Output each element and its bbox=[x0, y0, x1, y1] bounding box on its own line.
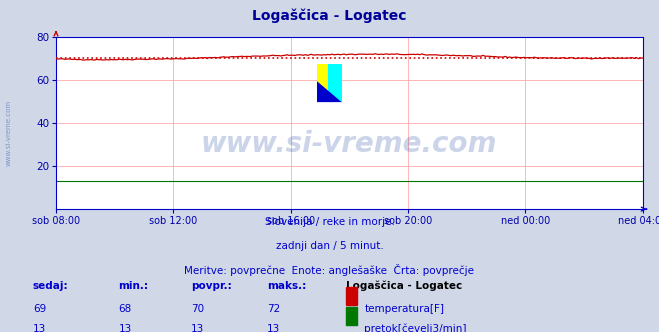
Text: Logaščica - Logatec: Logaščica - Logatec bbox=[346, 281, 462, 291]
Text: 13: 13 bbox=[119, 324, 132, 332]
Text: Logaščica - Logatec: Logaščica - Logatec bbox=[252, 8, 407, 23]
Text: sedaj:: sedaj: bbox=[33, 281, 69, 290]
Text: pretok[čevelj3/min]: pretok[čevelj3/min] bbox=[364, 324, 467, 332]
Text: 72: 72 bbox=[267, 304, 280, 314]
Text: Meritve: povprečne  Enote: anglešaške  Črta: povprečje: Meritve: povprečne Enote: anglešaške Črt… bbox=[185, 264, 474, 276]
Text: povpr.:: povpr.: bbox=[191, 281, 232, 290]
Bar bbox=[328, 64, 341, 102]
Bar bbox=[317, 64, 341, 102]
Text: 68: 68 bbox=[119, 304, 132, 314]
Text: maks.:: maks.: bbox=[267, 281, 306, 290]
Text: zadnji dan / 5 minut.: zadnji dan / 5 minut. bbox=[275, 241, 384, 251]
Text: 13: 13 bbox=[267, 324, 280, 332]
Text: www.si-vreme.com: www.si-vreme.com bbox=[201, 129, 498, 158]
Text: temperatura[F]: temperatura[F] bbox=[364, 304, 444, 314]
Text: www.si-vreme.com: www.si-vreme.com bbox=[5, 100, 12, 166]
Text: 69: 69 bbox=[33, 304, 46, 314]
Text: 13: 13 bbox=[33, 324, 46, 332]
Text: min.:: min.: bbox=[119, 281, 149, 290]
Text: Slovenija / reke in morje.: Slovenija / reke in morje. bbox=[264, 217, 395, 227]
Text: 13: 13 bbox=[191, 324, 204, 332]
Text: 70: 70 bbox=[191, 304, 204, 314]
Polygon shape bbox=[317, 81, 341, 102]
